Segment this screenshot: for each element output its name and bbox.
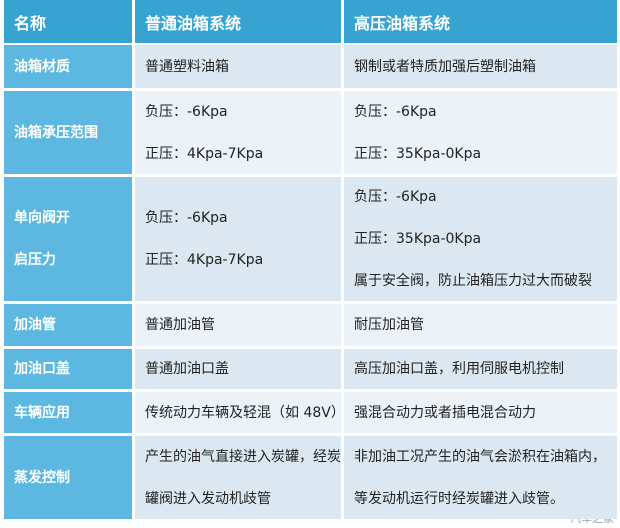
row-label-cell: 加油管	[4, 304, 132, 346]
cell-text: 蒸发控制	[14, 469, 70, 486]
table-cell: 负压：-6Kpa 正压：4Kpa-7Kpa	[135, 177, 341, 301]
cell-text: 普通加油管	[145, 317, 215, 333]
cell-text: 加油管	[14, 317, 56, 333]
header-cell: 普通油箱系统	[135, 0, 341, 43]
table-cell: 产生的油气直接进入炭罐，经炭 罐阀进入发动机歧管	[135, 436, 341, 519]
table-cell: 负压：-6Kpa 正压：35Kpa-0Kpa	[344, 91, 617, 174]
cell-text: 负压：-6Kpa	[354, 103, 437, 120]
table-cell: 负压：-6Kpa 正压：35Kpa-0Kpa 属于安全阀，防止油箱压力过大而破裂	[344, 177, 617, 301]
table-cell: 钢制或者特质加强后塑制油箱	[344, 45, 617, 88]
cell-text: 传统动力车辆及轻混（如 48V）	[145, 404, 345, 421]
cell-text: 普通加油口盖	[145, 361, 229, 377]
table-cell: 高压加油口盖，利用伺服电机控制	[344, 349, 617, 389]
cell-text: 非加油工况产生的油气会淤积在油箱内，	[354, 448, 606, 465]
cell-text: 正压：35Kpa-0Kpa	[354, 145, 482, 162]
cell-text: 属于安全阀，防止油箱压力过大而破裂	[354, 273, 592, 289]
row-label-cell: 单向阀开 启压力	[4, 177, 132, 301]
row-label-cell: 加油口盖	[4, 349, 132, 389]
cell-text: 油箱承压范围	[14, 124, 98, 141]
header-cell: 名称	[4, 0, 132, 43]
cell-text: 油箱材质	[14, 58, 70, 75]
table-cell: 普通塑料油箱	[135, 45, 341, 88]
cell-text: 强混合动力或者插电混合动力	[354, 404, 536, 421]
row-label-cell: 车辆应用	[4, 392, 132, 433]
cell-text: 罐阀进入发动机歧管	[145, 490, 271, 507]
header-text: 普通油箱系统	[145, 13, 242, 33]
cell-text: 钢制或者特质加强后塑制油箱	[354, 58, 536, 75]
cell-text: 普通塑料油箱	[145, 58, 229, 75]
cell-text: 负压：-6Kpa	[145, 103, 228, 120]
cell-text: 正压：4Kpa-7Kpa	[145, 252, 264, 268]
cell-text: 正压：35Kpa-0Kpa	[354, 231, 482, 247]
header-text: 高压油箱系统	[354, 13, 451, 33]
cell-text: 耐压加油管	[354, 317, 424, 333]
table-cell: 负压：-6Kpa 正压：4Kpa-7Kpa	[135, 91, 341, 174]
cell-text: 加油口盖	[14, 361, 70, 377]
row-label-cell: 油箱承压范围	[4, 91, 132, 174]
cell-text: 高压加油口盖，利用伺服电机控制	[354, 361, 564, 377]
header-cell: 高压油箱系统	[344, 0, 617, 43]
table-cell: 传统动力车辆及轻混（如 48V）	[135, 392, 345, 433]
cell-text: 车辆应用	[14, 404, 70, 421]
cell-text: 产生的油气直接进入炭罐，经炭	[145, 448, 341, 465]
table-cell: 非加油工况产生的油气会淤积在油箱内， 等发动机运行时经炭罐进入歧管。	[344, 436, 617, 519]
header-text: 名称	[14, 13, 47, 33]
table-cell: 普通加油管	[135, 304, 341, 346]
row-label-cell: 蒸发控制	[4, 436, 132, 519]
cell-text: 单向阀开	[14, 210, 70, 226]
cell-text: 等发动机运行时经炭罐进入歧管。	[354, 490, 564, 507]
table-cell: 耐压加油管	[344, 304, 617, 346]
cell-text: 正压：4Kpa-7Kpa	[145, 145, 264, 162]
cell-text: 启压力	[14, 252, 56, 268]
row-label-cell: 油箱材质	[4, 45, 132, 88]
cell-text: 负压：-6Kpa	[145, 210, 228, 226]
table-cell: 普通加油口盖	[135, 349, 341, 389]
table-cell: 强混合动力或者插电混合动力	[344, 392, 617, 433]
cell-text: 负压：-6Kpa	[354, 189, 437, 205]
